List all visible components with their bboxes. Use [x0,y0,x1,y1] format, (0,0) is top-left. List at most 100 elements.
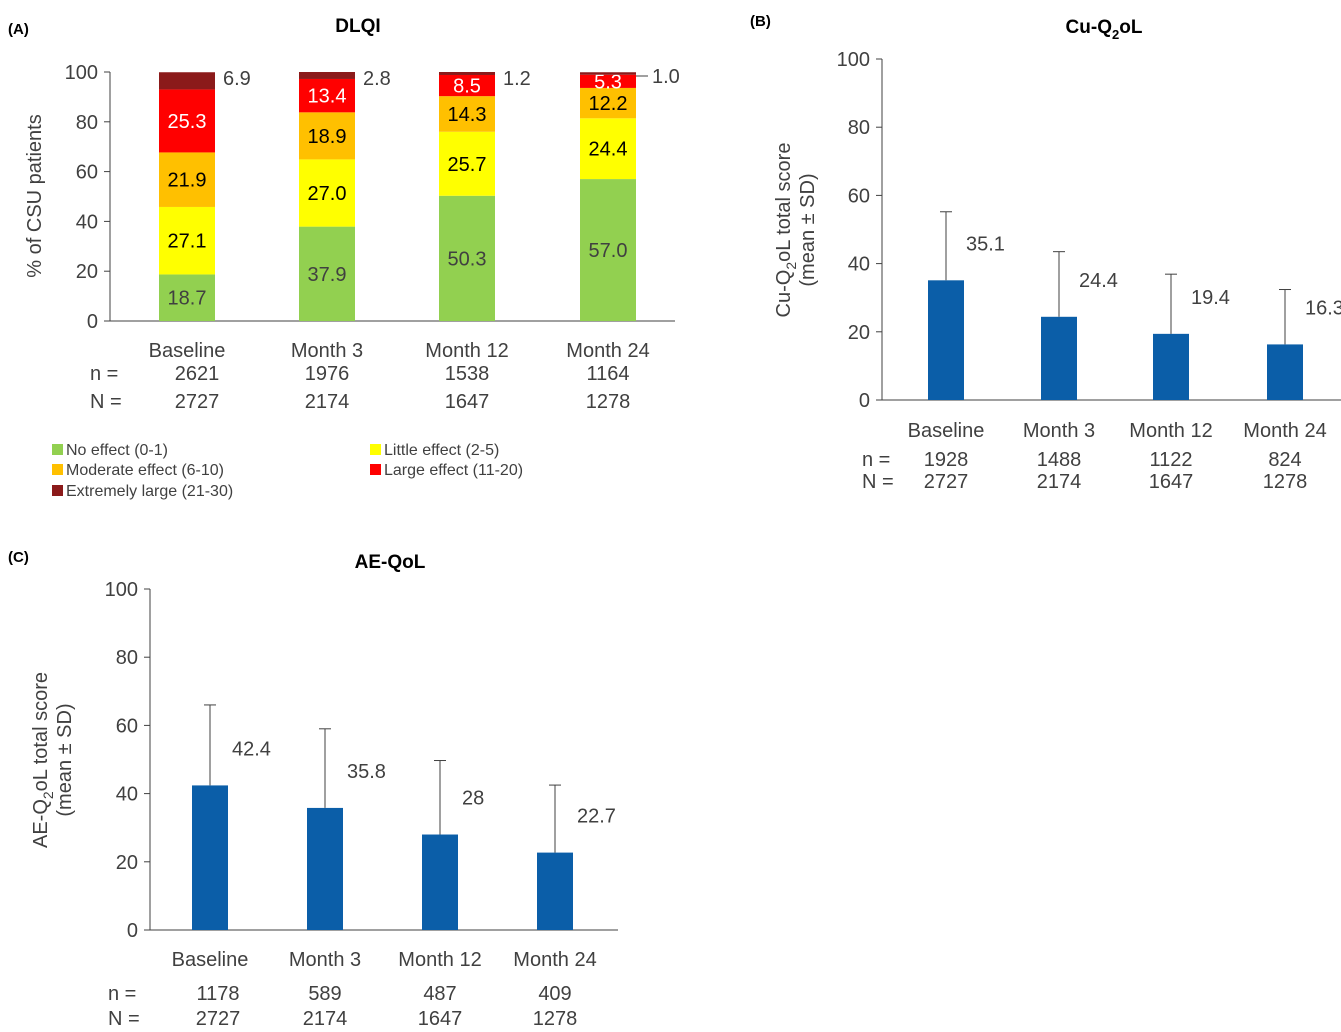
panel-a-data-label: 25.3 [168,111,207,133]
panel-a-data-label: 5.3 [594,71,622,93]
panel-b-y-tick-label: 100 [837,49,870,71]
panel-b-y-tick-label: 60 [848,185,870,207]
panel-a-bar-segment [299,72,355,79]
panel-a-data-label: 27.0 [308,183,347,205]
legend-swatch [370,464,381,475]
panel-a-N-value: 1647 [445,391,490,413]
panel-b-n-row-label: n = [862,449,890,471]
panel-a-data-label: 8.5 [453,76,481,98]
panel-b-bar [1267,344,1303,400]
svg-text:(mean ± SD): (mean ± SD) [797,173,819,286]
legend-swatch [370,444,381,455]
svg-text:Cu-Q2oL total score: Cu-Q2oL total score [773,143,799,318]
panel-c-x-category-label: Month 3 [289,949,361,971]
panel-a-N-value: 2174 [305,391,350,413]
panel-a-n-value: 1538 [445,363,490,385]
legend-swatch [52,485,63,496]
panel-c-y-tick-label: 20 [116,852,138,874]
panel-a-x-category-label: Month 24 [566,340,649,362]
panel-c-n-value: 409 [538,983,571,1005]
panel-c-bar [422,834,458,930]
panel-c-data-label: 35.8 [347,761,386,783]
panel-a-n-value: 1164 [586,363,629,385]
panel-a-legend: No effect (0-1) Little effect (2-5) Modera… [52,442,523,500]
panel-c-N-value: 1647 [418,1008,463,1030]
panel-c-x-category-label: Month 12 [398,949,481,971]
panel-c-N-value: 2174 [303,1008,348,1030]
legend-label: Little effect (2-5) [384,442,499,459]
panel-b-N-value: 1278 [1263,471,1308,493]
panel-b-n-value: 1122 [1149,449,1192,471]
panel-b-n-value: 1928 [924,449,969,471]
panel-a-bar-segment [439,195,495,321]
panel-a-data-label: 37.9 [308,264,347,286]
panel-a-data-label: 18.7 [168,288,207,310]
panel-a-bar-segment [439,72,495,75]
panel-a-bar-segment [299,159,355,227]
panel-c-data-label: 22.7 [577,806,616,828]
panel-a-bar-segment [580,179,636,321]
panel-c-y-tick-label: 0 [127,920,138,942]
panel-a-data-label: 1.0 [652,66,680,88]
panel-a-bar-segment [159,274,215,321]
panel-b-N-value: 2174 [1037,471,1082,493]
panel-c-letter: (C) [8,549,29,566]
panel-c-data-label: 28 [462,788,484,810]
panel-c-plot: 0 20 40 60 80 100 42.4 35.8 28 22.7 Baseline 1178 27… [105,579,618,1030]
panel-a-data-label: 25.7 [448,154,487,176]
svg-text:AE-Q2oL total score: AE-Q2oL total score [30,672,56,848]
panel-a-data-label: 13.4 [308,86,347,108]
panel-a-N-value: 2727 [175,391,220,413]
panel-c-title: AE-QoL [355,552,426,573]
panel-b-y-tick-label: 40 [848,254,870,276]
panel-a-n-value: 1976 [305,363,350,385]
panel-a-N-value: 1278 [586,391,631,413]
panel-b-plot: 0 20 40 60 80 100 35.1 24.4 19.4 16.3 Baseline 1928… [837,49,1341,493]
legend-label: Large effect (11-20) [384,462,523,479]
panel-b-data-label: 35.1 [966,233,1005,255]
panel-a-y-tick-label: 20 [76,261,98,283]
panel-b-data-label: 19.4 [1191,287,1230,309]
panel-b-y-axis-label: Cu-Q2oL total score (mean ± SD) [773,143,819,318]
panel-a-bar-segment [299,112,355,160]
panel-b-N-value: 1647 [1149,471,1194,493]
panel-b-bar [1153,333,1189,400]
panel-b-x-category-label: Baseline [908,420,985,442]
panel-b-y-tick-label: 80 [848,117,870,139]
panel-a-x-category-label: Month 3 [291,340,363,362]
panel-a-bar-segment [439,96,495,132]
panel-c-N-value: 2727 [196,1008,241,1030]
panel-a-x-category-label: Baseline [149,340,226,362]
panel-b-x-category-label: Month 12 [1129,420,1212,442]
panel-a-bar-segment [580,118,636,180]
panel-c-y-axis-label: AE-Q2oL total score (mean ± SD) [30,672,76,848]
panel-a-bar-segment [439,131,495,196]
panel-a-data-label: 6.9 [223,68,251,90]
panel-b-data-label: 24.4 [1079,270,1118,292]
panel-b-x-category-label: Month 24 [1243,420,1326,442]
panel-c-n-value: 1178 [196,983,239,1005]
panel-c-y-tick-label: 100 [105,579,138,601]
panel-a-y-tick-label: 60 [76,162,98,184]
legend-swatch [52,444,63,455]
panel-b-x-category-label: Month 3 [1023,420,1095,442]
panel-c-x-category-label: Baseline [172,949,249,971]
panel-a-data-label: 14.3 [448,104,487,126]
panel-c-N-row-label: N = [108,1008,140,1030]
panel-c-n-value: 589 [308,983,341,1005]
panel-b-y-tick-label: 20 [848,322,870,344]
panel-a-bar-segment [159,89,215,153]
panel-b-N-value: 2727 [924,471,969,493]
panel-a-bar-segment [159,152,215,207]
panel-c-bar [307,807,343,930]
panel-c-y-tick-label: 80 [116,647,138,669]
panel-a-data-label: 27.1 [168,231,207,253]
panel-b-bar [928,280,964,400]
panel-a-data-label: 24.4 [589,139,628,161]
panel-c-x-category-label: Month 24 [513,949,596,971]
panel-a-y-tick-label: 100 [65,62,98,84]
panel-a-y-tick-label: 40 [76,211,98,233]
panel-a-x-category-label: Month 12 [425,340,508,362]
panel-a-bar-segment [159,72,215,90]
